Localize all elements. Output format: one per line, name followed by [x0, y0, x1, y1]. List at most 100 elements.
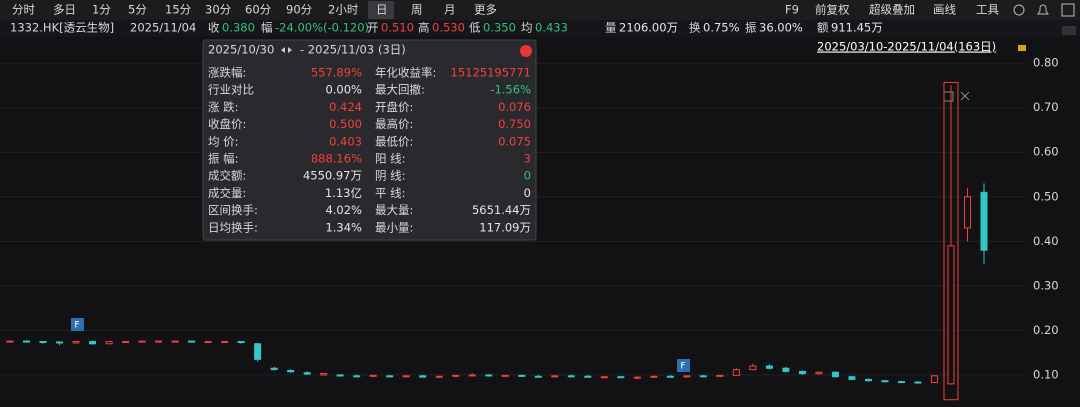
period-tab[interactable]: 15分 [165, 3, 192, 17]
stat-label: 成交额: [208, 169, 246, 183]
layout-icon[interactable] [1061, 3, 1075, 17]
field-value: 36.00% [759, 21, 803, 35]
y-tick-label: 0.80 [1033, 56, 1059, 70]
stat-value: 0.075 [498, 134, 531, 148]
period-tab[interactable]: 月 [444, 3, 456, 17]
period-tab[interactable]: 分时 [12, 3, 35, 17]
y-tick-label: 0.40 [1033, 234, 1059, 248]
candle-body [600, 376, 608, 379]
tooltip-days: (3日) [378, 43, 406, 57]
candle-body [749, 365, 757, 371]
stat-value: 0 [524, 169, 531, 183]
stat-label: 最大回撤: [375, 83, 425, 97]
period-tab[interactable]: 周 [411, 3, 423, 17]
field-value: 0.75% [703, 21, 740, 35]
bell-icon[interactable] [1037, 4, 1049, 15]
candle-body [369, 374, 377, 377]
wp-icon[interactable] [1062, 26, 1076, 35]
tool-button[interactable]: 画线 [933, 3, 956, 17]
info-bar [0, 20, 1080, 37]
field-value: 2106.00万 [619, 21, 678, 35]
stat-value: 0.00% [325, 83, 362, 97]
y-tick-label: 0.70 [1033, 100, 1059, 114]
period-tab[interactable]: 多日 [53, 3, 76, 17]
candle-body [122, 341, 130, 344]
candle-body [518, 374, 526, 377]
candle-body [947, 245, 955, 385]
close-icon[interactable] [960, 91, 970, 101]
date-range[interactable]: 2025/03/10-2025/11/04(163日) [817, 40, 996, 54]
stat-label: 年化收益率: [375, 66, 436, 80]
stat-value: 1.13亿 [325, 186, 362, 200]
stat-value: 557.89% [311, 66, 362, 80]
field-value: 0.380 [222, 21, 255, 35]
tooltip-close[interactable] [520, 45, 532, 57]
field-value: 0.433 [535, 21, 568, 35]
stat-label: 最高价: [375, 117, 413, 131]
marker-box[interactable] [677, 359, 690, 372]
stat-label: 最大量: [375, 203, 413, 217]
period-tab[interactable]: 更多 [474, 3, 497, 17]
tooltip-end: - 2025/11/03 [300, 43, 374, 57]
marker-label: F [680, 362, 685, 372]
candle-body [567, 375, 575, 378]
tool-button[interactable]: F9 [785, 3, 799, 17]
candle-body [798, 370, 806, 375]
field-label: 低 [469, 21, 481, 35]
candle-body [402, 375, 410, 378]
period-tab[interactable]: 60分 [245, 3, 272, 17]
lock-icon[interactable] [1018, 45, 1026, 51]
stat-label: 阳 线: [375, 152, 406, 166]
period-tab[interactable]: 日 [376, 3, 388, 17]
field-label: 量 [605, 21, 617, 35]
stat-value: 15125195771 [451, 66, 531, 80]
y-tick-label: 0.50 [1033, 189, 1059, 203]
candle-body [815, 371, 823, 375]
settings-icon[interactable] [1013, 4, 1025, 16]
y-tick-label: 0.60 [1033, 145, 1059, 159]
candle-body [6, 340, 14, 343]
candle-body [699, 375, 707, 378]
field-label: 开 [367, 21, 379, 35]
candle-body [56, 341, 64, 344]
stat-label: 均 价: [208, 134, 239, 148]
stat-value: 0.403 [329, 134, 362, 148]
marker-box[interactable] [71, 318, 84, 331]
candle-body [435, 375, 443, 378]
candle-body [105, 341, 113, 345]
tool-button[interactable]: 超级叠加 [869, 3, 915, 17]
candle-body [683, 375, 691, 378]
stat-value: 0.076 [498, 100, 531, 114]
candle-body [650, 375, 658, 378]
field-label: 收 [208, 21, 220, 35]
period-tab[interactable]: 30分 [205, 3, 232, 17]
stat-value: 0.424 [329, 100, 362, 114]
stat-label: 成交量: [208, 186, 246, 200]
date: 2025/11/04 [130, 21, 196, 35]
marker-label: F [74, 321, 79, 331]
period-tab[interactable]: 5分 [128, 3, 147, 17]
period-tab[interactable]: 1分 [92, 3, 111, 17]
candle-body [501, 374, 509, 377]
candle-body [534, 375, 542, 378]
stat-value: 4550.97万 [303, 169, 362, 183]
candle-body [39, 341, 47, 344]
candle-body [633, 376, 641, 379]
candle-body [336, 374, 344, 377]
candle-body [89, 341, 97, 345]
field-value: 911.45万 [831, 21, 883, 35]
field-value: 0.350 [483, 21, 516, 35]
candle-body [848, 376, 856, 380]
tool-button[interactable]: 前复权 [815, 3, 850, 17]
candle-body [171, 340, 179, 343]
field-value: 0.530 [432, 21, 465, 35]
tooltip-start: 2025/10/30 [208, 43, 274, 57]
period-tab[interactable]: 2小时 [328, 3, 359, 17]
tool-button[interactable]: 工具 [976, 3, 999, 17]
candle-body [204, 341, 212, 344]
period-tab[interactable]: 90分 [286, 3, 313, 17]
symbol: 1332.HK[透云生物] [10, 21, 114, 35]
candle-body [138, 340, 146, 343]
candle-body [980, 191, 988, 251]
